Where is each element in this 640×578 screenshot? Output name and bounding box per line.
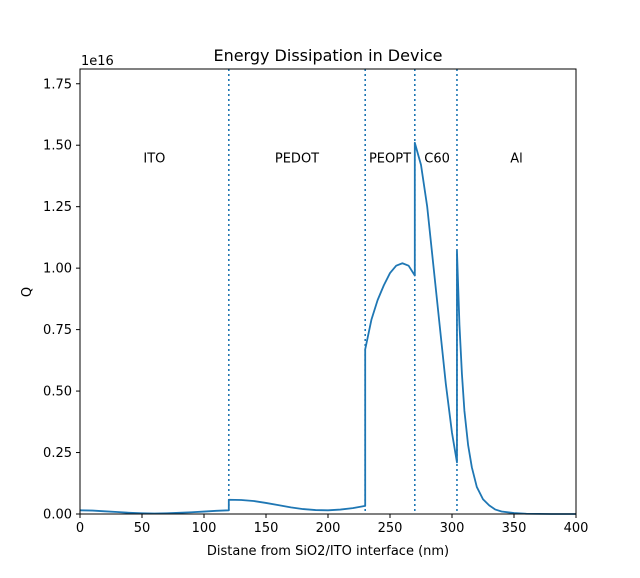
chart-title: Energy Dissipation in Device (213, 46, 442, 65)
region-label-al: Al (510, 152, 523, 167)
x-tick-label: 0 (76, 521, 84, 536)
series-line-0 (79, 141, 576, 515)
x-axis: 0 50 100 150 200 250 300 350 400 (76, 514, 589, 536)
x-tick-label: 350 (502, 521, 527, 536)
y-tick-label: 0.25 (43, 446, 72, 461)
x-tick-label: 50 (134, 521, 151, 536)
y-tick-label: 0.00 (43, 508, 72, 523)
plot-frame (79, 68, 577, 515)
y-scale-factor: 1e16 (81, 54, 114, 69)
plot-area: ITO PEDOT PEOPT C60 Al (79, 69, 576, 515)
y-tick-label: 1.25 (43, 200, 72, 215)
x-tick-label: 400 (564, 521, 589, 536)
x-tick-label: 200 (316, 521, 341, 536)
x-tick-label: 300 (440, 521, 465, 536)
y-tick-label: 1.75 (43, 77, 72, 92)
y-tick-label: 1.00 (43, 262, 72, 277)
y-axis: 0.00 0.25 0.50 0.75 1.00 1.25 1.50 1.75 (43, 77, 80, 523)
y-tick-label: 1.50 (43, 139, 72, 154)
region-label-ito: ITO (143, 152, 165, 167)
region-label-pedot: PEDOT (275, 152, 319, 167)
y-tick-label: 0.50 (43, 385, 72, 400)
x-tick-label: 150 (254, 521, 279, 536)
region-label-c60: C60 (424, 152, 450, 167)
x-axis-label: Distane from SiO2/ITO interface (nm) (207, 544, 449, 559)
region-label-peopt: PEOPT (369, 152, 411, 167)
x-tick-label: 100 (192, 521, 217, 536)
y-axis-label: Q (20, 287, 35, 297)
y-tick-label: 0.75 (43, 323, 72, 338)
x-tick-label: 250 (378, 521, 403, 536)
